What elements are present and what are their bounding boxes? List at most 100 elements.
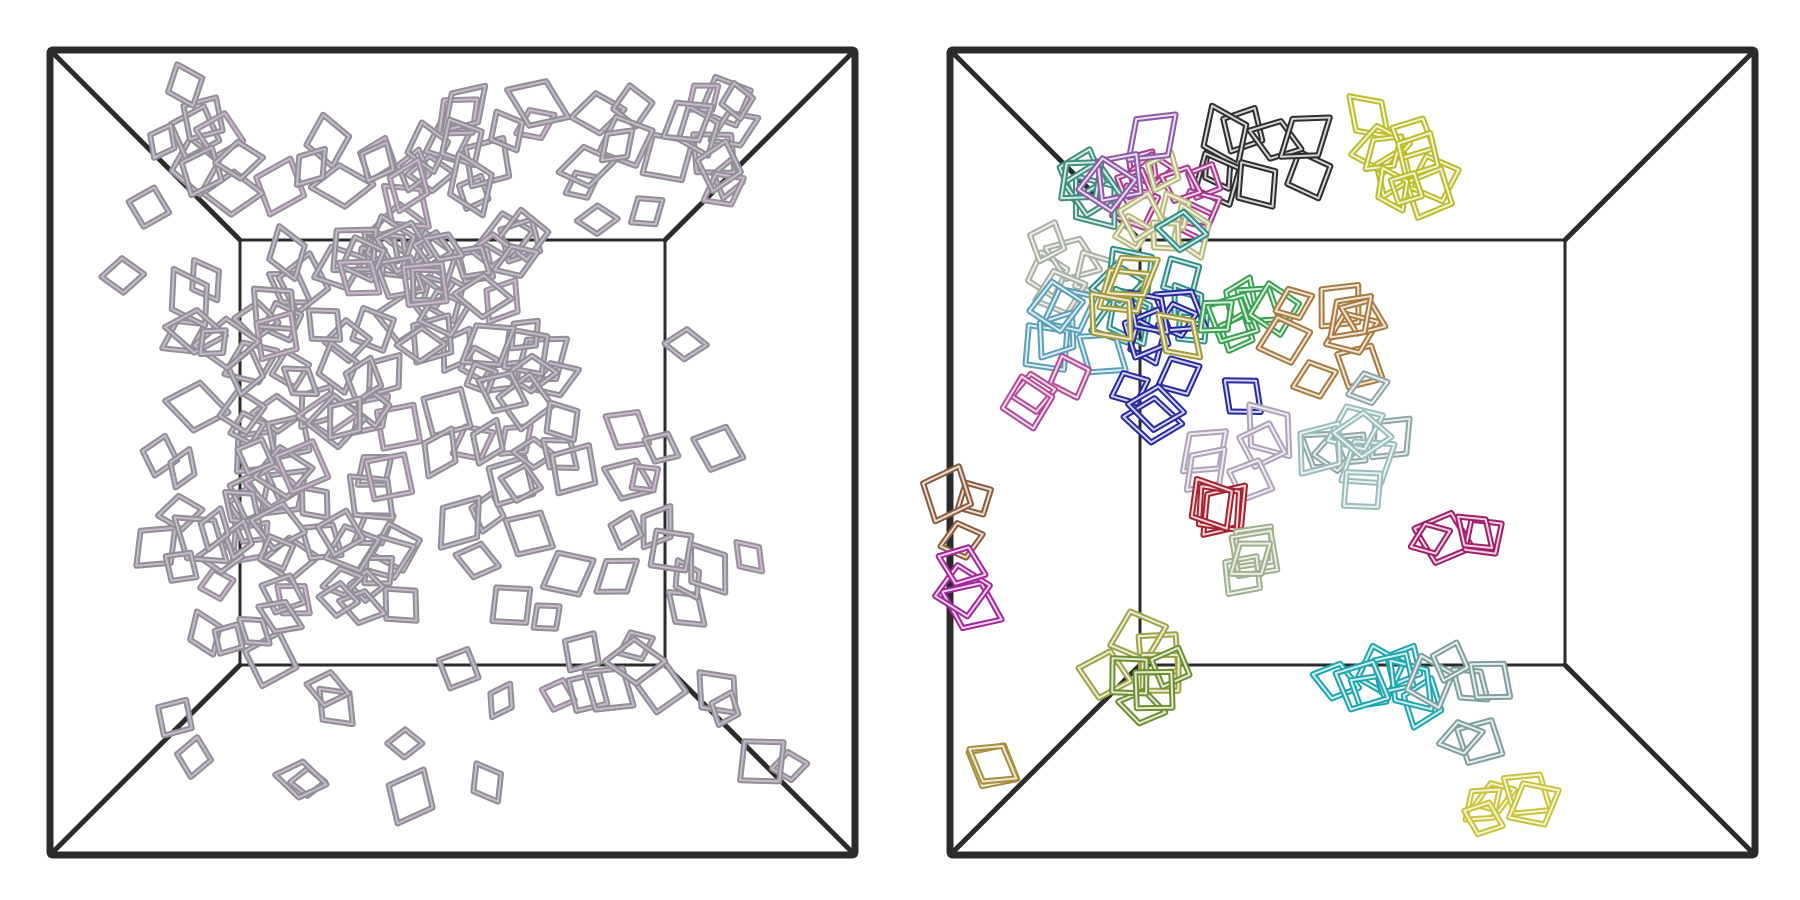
square-ring	[1330, 409, 1395, 460]
square-ring	[1132, 668, 1176, 712]
colored-clusters	[920, 93, 1562, 838]
box-diagonal-edge	[1562, 662, 1758, 858]
box-diagonal-edge	[662, 47, 858, 243]
square-ring	[1037, 309, 1077, 361]
square-ring	[236, 615, 273, 647]
square-ring	[593, 557, 640, 595]
square-ring	[1188, 476, 1235, 532]
square-ring	[1284, 148, 1334, 202]
square-ring	[1395, 130, 1441, 180]
square-ring	[1126, 289, 1171, 336]
square-ring	[452, 540, 502, 581]
square-ring	[690, 423, 747, 473]
square-ring	[459, 322, 517, 368]
square-ring	[598, 127, 636, 164]
square-ring	[307, 162, 377, 210]
square-ring	[1026, 278, 1086, 335]
square-ring	[342, 354, 385, 405]
square-ring	[1407, 520, 1454, 557]
square-ring	[315, 339, 360, 396]
square-ring	[346, 473, 396, 522]
square-ring	[385, 766, 436, 827]
square-ring	[937, 520, 986, 561]
square-ring	[1297, 420, 1343, 477]
square-ring	[314, 507, 367, 558]
square-ring	[155, 492, 206, 533]
square-ring	[1338, 297, 1389, 337]
square-ring	[920, 463, 974, 525]
square-ring	[305, 307, 344, 343]
square-ring	[543, 399, 581, 443]
square-ring	[607, 509, 645, 551]
square-ring	[1467, 660, 1514, 701]
square-ring	[253, 155, 308, 218]
square-ring	[1387, 170, 1425, 207]
square-ring	[939, 580, 1005, 632]
square-ring	[1157, 190, 1192, 231]
right-3d-box-view	[920, 46, 1759, 859]
box-diagonal-edge	[947, 662, 1143, 858]
square-ring	[708, 689, 742, 728]
square-ring	[178, 144, 225, 199]
square-ring	[420, 385, 474, 439]
square-ring	[1154, 208, 1210, 254]
square-ring	[404, 119, 451, 175]
square-ring	[1277, 114, 1333, 160]
square-ring	[502, 509, 556, 558]
square-ring	[422, 231, 466, 263]
square-ring	[162, 379, 232, 434]
square-ring	[366, 352, 403, 399]
square-ring	[265, 413, 313, 461]
square-ring	[384, 726, 426, 761]
square-ring	[718, 80, 756, 122]
square-ring	[503, 352, 560, 395]
square-ring	[303, 111, 353, 170]
square-ring	[1027, 219, 1068, 265]
square-ring	[165, 61, 206, 109]
square-ring	[393, 324, 449, 365]
square-ring	[421, 425, 459, 480]
square-ring	[1332, 658, 1392, 713]
square-ring	[562, 169, 601, 201]
square-ring	[488, 108, 526, 154]
square-ring	[955, 479, 994, 518]
square-ring	[1309, 660, 1363, 702]
right-panel	[900, 0, 1800, 900]
square-ring	[1461, 799, 1506, 838]
square-ring	[1506, 780, 1562, 828]
square-ring	[1290, 359, 1339, 400]
square-ring	[573, 202, 621, 237]
square-ring	[539, 549, 597, 598]
square-ring	[496, 206, 552, 263]
square-ring	[504, 78, 572, 129]
square-ring	[737, 738, 787, 785]
square-ring	[316, 685, 356, 728]
square-ring	[1327, 293, 1375, 341]
square-ring	[400, 260, 450, 309]
square-ring	[1155, 355, 1203, 397]
square-ring	[386, 156, 431, 215]
square-ring	[1121, 306, 1172, 361]
square-ring	[1094, 151, 1144, 204]
square-ring	[966, 743, 1020, 785]
box-diagonal-edge	[662, 662, 858, 858]
square-ring	[1255, 314, 1314, 366]
square-ring	[528, 360, 582, 399]
square-ring	[174, 734, 214, 780]
square-ring	[540, 437, 580, 471]
square-ring	[222, 517, 255, 561]
square-ring	[373, 401, 424, 452]
square-ring	[451, 272, 515, 321]
square-ring	[167, 103, 223, 162]
square-ring	[1404, 652, 1456, 711]
square-ring	[497, 462, 544, 504]
square-ring	[336, 588, 388, 627]
square-ring	[475, 370, 529, 415]
square-ring	[197, 566, 237, 602]
square-ring	[1197, 299, 1235, 334]
square-ring	[266, 223, 308, 282]
outer-box-edge	[946, 46, 1759, 859]
square-ring	[1047, 353, 1092, 401]
square-ring	[1246, 118, 1305, 162]
